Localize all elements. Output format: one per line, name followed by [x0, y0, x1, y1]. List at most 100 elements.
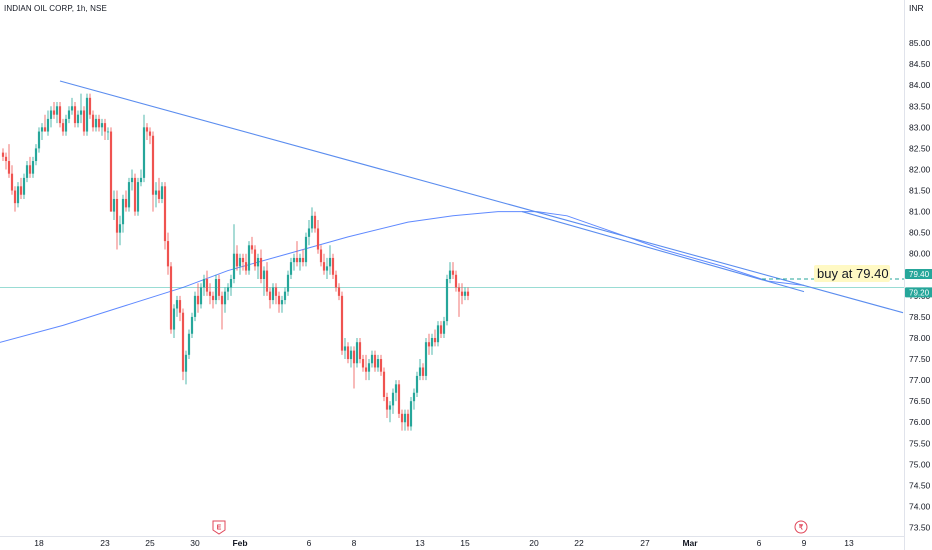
candle-body — [172, 308, 176, 330]
candle — [85, 93, 89, 136]
candle — [79, 93, 83, 124]
candle — [319, 245, 323, 267]
candle — [361, 354, 365, 372]
candle — [346, 342, 350, 364]
candle — [403, 409, 407, 431]
x-tick-label: 6 — [757, 538, 762, 548]
candle — [298, 253, 302, 271]
candle-body — [457, 287, 461, 292]
candle-body — [199, 287, 203, 305]
candle-body — [274, 287, 278, 296]
candle-body — [211, 295, 215, 301]
candle — [433, 329, 437, 347]
candle — [151, 131, 155, 212]
candle — [166, 232, 170, 275]
candle-body — [157, 190, 161, 199]
candle — [391, 388, 395, 414]
candle — [31, 156, 35, 178]
candle-body — [376, 359, 380, 368]
candle — [349, 346, 353, 368]
candle-body — [307, 228, 311, 237]
candle — [160, 182, 164, 204]
candle — [130, 169, 134, 191]
candle — [301, 249, 305, 267]
x-tick-label: 23 — [100, 538, 110, 548]
candle-body — [298, 257, 302, 263]
candle — [127, 177, 131, 212]
candle — [454, 270, 458, 292]
candle — [64, 114, 68, 136]
candle — [172, 304, 176, 338]
candle — [271, 283, 275, 305]
symbol-title: INDIAN OIL CORP, 1h, NSE — [4, 4, 107, 13]
candle — [340, 291, 344, 355]
y-tick-label: 74.50 — [909, 480, 931, 490]
candle-body — [229, 279, 233, 288]
candle — [67, 106, 71, 124]
candle — [328, 245, 332, 275]
candle-body — [421, 367, 425, 376]
x-tick-label: 13 — [844, 538, 854, 548]
candle — [223, 287, 227, 313]
candle — [262, 266, 266, 296]
candle — [217, 274, 221, 301]
candle — [409, 396, 413, 431]
candle-body — [334, 274, 338, 288]
candle — [229, 274, 233, 296]
event-marker[interactable]: E — [212, 520, 226, 535]
time-axis[interactable]: 18 23 25 30 Feb 6 8 13 15 20 22 27 Mar 6 9 13 — [34, 538, 854, 548]
candle-body — [214, 279, 218, 301]
candle-body — [88, 97, 92, 115]
candle — [322, 253, 326, 275]
x-tick-label: 27 — [640, 538, 650, 548]
candle-body — [382, 371, 386, 397]
candle — [448, 262, 452, 284]
candle-body — [349, 350, 353, 360]
candle-body — [232, 253, 236, 279]
candle — [331, 253, 335, 279]
candle-body — [16, 186, 20, 204]
candle — [70, 97, 74, 115]
candle-body — [352, 350, 356, 364]
candle — [421, 363, 425, 381]
trendline — [59, 80, 904, 314]
candle-body — [160, 186, 164, 199]
event-markers: E ₹ — [212, 520, 808, 535]
candle-body — [286, 274, 290, 292]
candle — [385, 392, 389, 419]
candle — [268, 287, 272, 309]
candle — [259, 249, 263, 284]
buy-annotation-text: buy at 79.40 — [817, 266, 889, 281]
candle — [355, 337, 359, 368]
event-marker[interactable]: ₹ — [794, 520, 808, 534]
candle-body — [28, 165, 32, 174]
price-axis[interactable]: INR 73.50 74.00 74.50 75.00 75.50 76.00 76.50 77… — [905, 3, 932, 533]
y-tick-label: 83.50 — [909, 101, 931, 111]
candle — [157, 177, 161, 204]
candle — [37, 127, 41, 153]
candle-body — [403, 413, 407, 423]
x-tick-label: 9 — [802, 538, 807, 548]
candle — [13, 186, 17, 212]
candle — [397, 380, 401, 419]
y-tick-label: 73.50 — [909, 523, 931, 533]
candle-body — [433, 337, 437, 343]
candle-body — [262, 270, 266, 279]
candle — [400, 409, 404, 431]
grid-lines — [0, 0, 905, 550]
candle-body — [241, 257, 245, 263]
candle-body — [379, 359, 383, 372]
candle-body — [13, 190, 17, 204]
candle-body — [79, 110, 83, 115]
candle-body — [193, 295, 197, 317]
candle-body — [37, 131, 41, 149]
candle — [388, 401, 392, 423]
candle-body — [466, 291, 470, 296]
y-tick-label: 77.50 — [909, 354, 931, 364]
candle-body — [259, 257, 263, 279]
candle — [19, 177, 23, 199]
candle-body — [31, 161, 35, 174]
candle — [97, 114, 101, 132]
candle-body — [166, 241, 170, 267]
